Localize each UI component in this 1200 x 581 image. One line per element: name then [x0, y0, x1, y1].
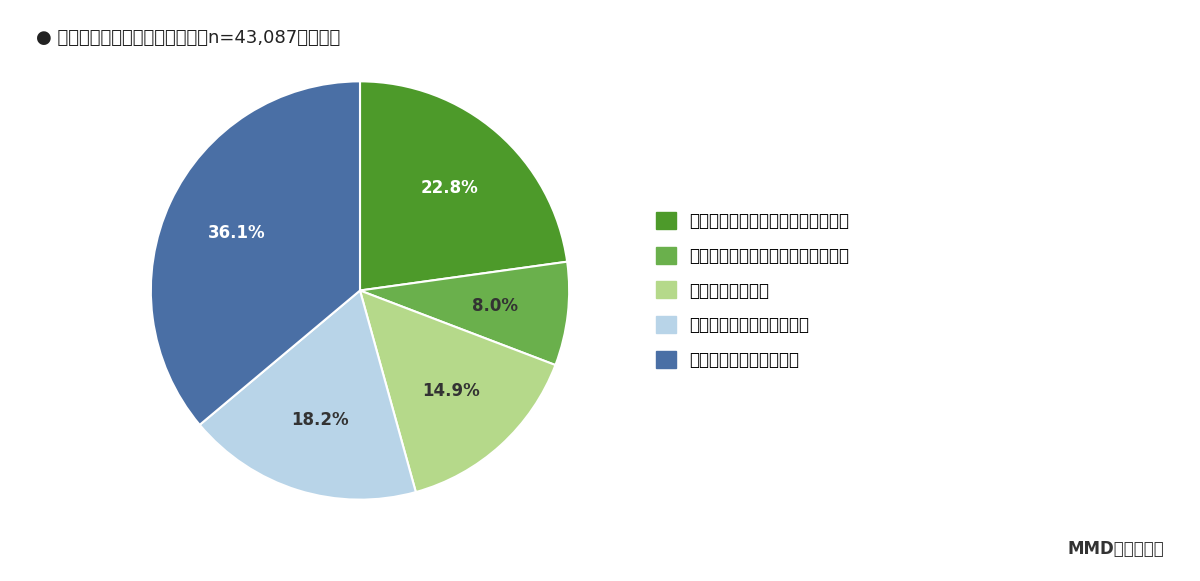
Text: 18.2%: 18.2%	[290, 411, 348, 429]
Wedge shape	[199, 290, 416, 500]
Legend: 興味を持っていて投資を始めている, 興味を持っていて情報収集している, 興味を持ち始めた, あまり興味を持っていない, 全く興味を持っていない: 興味を持っていて投資を始めている, 興味を持っていて情報収集している, 興味を持…	[656, 211, 850, 370]
Text: MMD研究所調べ: MMD研究所調べ	[1067, 540, 1164, 558]
Text: ● 投資に興味を持っている割合（n=43,087、単数）: ● 投資に興味を持っている割合（n=43,087、単数）	[36, 29, 341, 47]
Text: 14.9%: 14.9%	[422, 382, 480, 400]
Wedge shape	[151, 81, 360, 425]
Text: 22.8%: 22.8%	[420, 179, 478, 197]
Wedge shape	[360, 81, 568, 290]
Wedge shape	[360, 261, 569, 365]
Text: 36.1%: 36.1%	[208, 224, 265, 242]
Wedge shape	[360, 290, 556, 492]
Text: 8.0%: 8.0%	[472, 297, 518, 315]
